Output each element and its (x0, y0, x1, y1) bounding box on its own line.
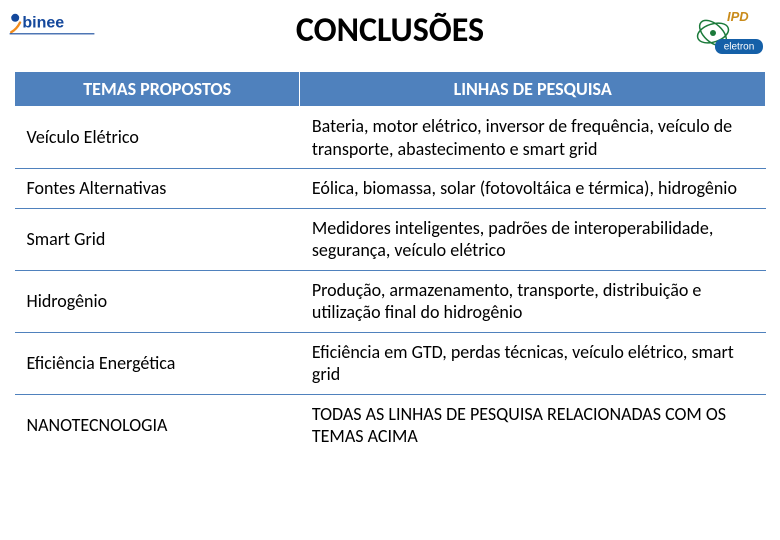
slide-title: CONCLUSÕES (0, 10, 780, 51)
research-cell: Eficiência em GTD, perdas técnicas, veíc… (300, 332, 766, 394)
research-cell: Bateria, motor elétrico, inversor de fre… (300, 107, 766, 169)
content-table: TEMAS PROPOSTOS LINHAS DE PESQUISA Veícu… (14, 71, 766, 456)
topic-cell: Fontes Alternativas (15, 169, 300, 209)
topic-cell: Hidrogênio (15, 270, 300, 332)
col-header-research: LINHAS DE PESQUISA (300, 72, 766, 107)
table-row: NANOTECNOLOGIA TODAS AS LINHAS DE PESQUI… (15, 394, 766, 456)
research-cell: Eólica, biomassa, solar (fotovoltáica e … (300, 169, 766, 209)
table-row: Smart Grid Medidores inteligentes, padrõ… (15, 208, 766, 270)
research-cell: TODAS AS LINHAS DE PESQUISA RELACIONADAS… (300, 394, 766, 456)
topic-cell: Eficiência Energética (15, 332, 300, 394)
table-row: Eficiência Energética Eficiência em GTD,… (15, 332, 766, 394)
table-header-row: TEMAS PROPOSTOS LINHAS DE PESQUISA (15, 72, 766, 107)
content-table-container: TEMAS PROPOSTOS LINHAS DE PESQUISA Veícu… (0, 61, 780, 456)
table-row: Hidrogênio Produção, armazenamento, tran… (15, 270, 766, 332)
table-row: Fontes Alternativas Eólica, biomassa, so… (15, 169, 766, 209)
research-cell: Produção, armazenamento, transporte, dis… (300, 270, 766, 332)
topic-cell: Veículo Elétrico (15, 107, 300, 169)
table-row: Veículo Elétrico Bateria, motor elétrico… (15, 107, 766, 169)
topic-cell: Smart Grid (15, 208, 300, 270)
research-cell: Medidores inteligentes, padrões de inter… (300, 208, 766, 270)
col-header-topics: TEMAS PROPOSTOS (15, 72, 300, 107)
topic-cell: NANOTECNOLOGIA (15, 394, 300, 456)
